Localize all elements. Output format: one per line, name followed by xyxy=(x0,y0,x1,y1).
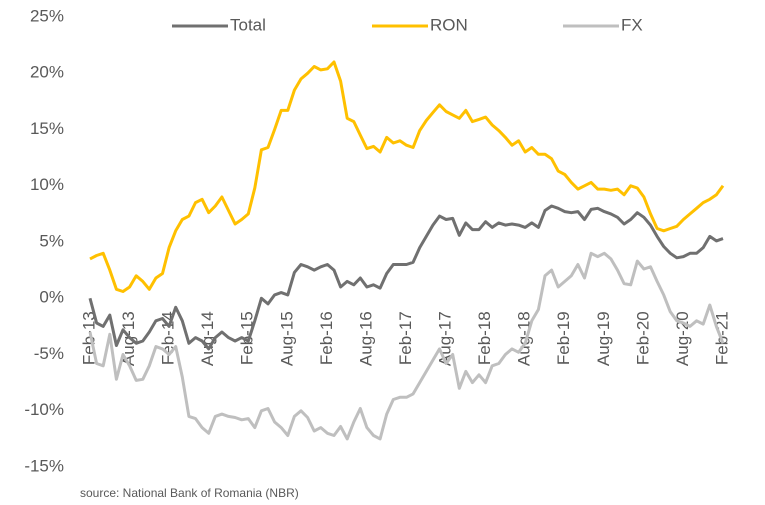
x-tick-label: Feb-20 xyxy=(633,311,652,365)
legend-label: Total xyxy=(230,15,266,34)
x-tick-label: Aug-15 xyxy=(277,311,296,366)
x-tick-label: Aug-16 xyxy=(356,311,375,366)
legend-label: RON xyxy=(430,15,468,34)
y-tick-label: 5% xyxy=(39,231,64,250)
y-tick-label: -10% xyxy=(24,400,64,419)
x-tick-label: Feb-18 xyxy=(475,311,494,365)
x-tick-label: Aug-19 xyxy=(594,311,613,366)
source-note: source: National Bank of Romania (NBR) xyxy=(80,486,299,500)
y-tick-label: 0% xyxy=(39,288,64,307)
y-tick-label: 10% xyxy=(30,175,64,194)
y-tick-label: 20% xyxy=(30,63,64,82)
series-line xyxy=(88,251,725,441)
series-line xyxy=(89,60,725,293)
y-tick-label: 25% xyxy=(30,6,64,25)
x-tick-label: Aug-18 xyxy=(515,311,534,366)
legend-label: FX xyxy=(621,15,643,34)
x-tick-label: Feb-16 xyxy=(317,311,336,365)
y-tick-label: -5% xyxy=(34,344,64,363)
series-line xyxy=(88,204,724,351)
x-tick-label: Feb-19 xyxy=(554,311,573,365)
x-tick-label: Feb-17 xyxy=(396,311,415,365)
y-tick-label: 15% xyxy=(30,119,64,138)
y-tick-label: -15% xyxy=(24,456,64,475)
x-tick-label: Aug-14 xyxy=(198,311,217,366)
